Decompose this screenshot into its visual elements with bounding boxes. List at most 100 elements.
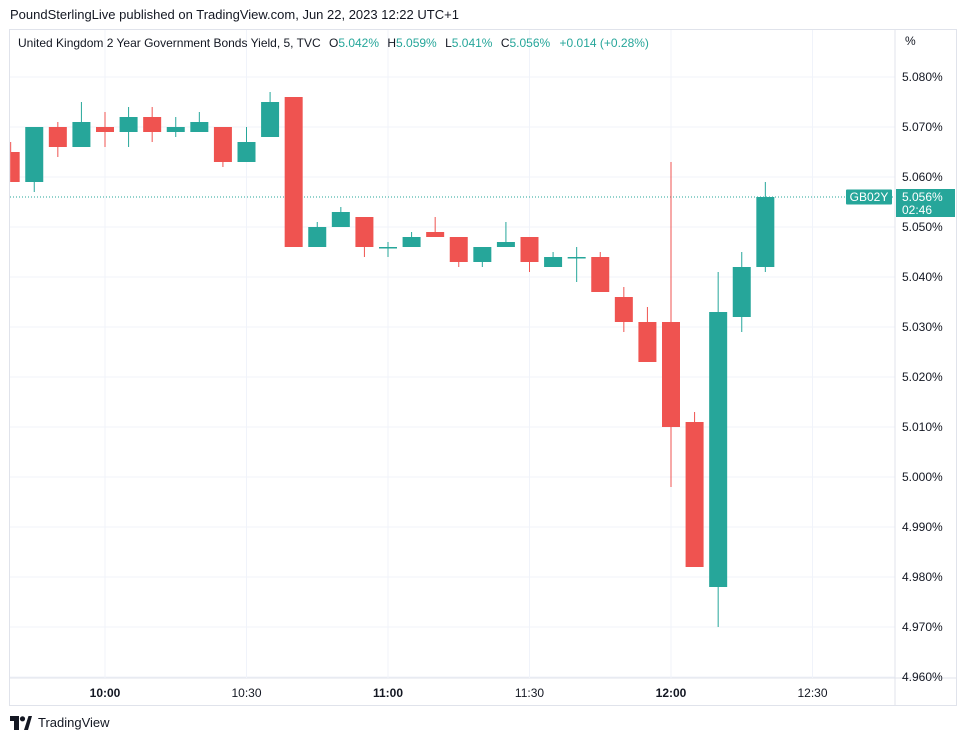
- candle: [591, 252, 610, 292]
- candle: [402, 232, 421, 247]
- candle-body: [237, 142, 256, 162]
- tradingview-brand[interactable]: TradingView: [10, 715, 110, 730]
- candle: [379, 242, 397, 257]
- candle: [25, 127, 44, 192]
- candle-body: [473, 247, 492, 262]
- time-axis: 10:00 10:30 11:00 11:30 12:00 12:30: [90, 686, 828, 700]
- candle: [48, 122, 67, 157]
- y-tick-label: 5.030%: [902, 320, 943, 334]
- candle: [662, 162, 680, 487]
- candle-body: [520, 237, 539, 262]
- candle: [166, 117, 185, 137]
- legend-symbol: United Kingdom 2 Year Government Bonds Y…: [18, 36, 321, 50]
- candle-body: [308, 227, 327, 247]
- candle-body: [756, 197, 775, 267]
- y-tick-label: 5.020%: [902, 370, 943, 384]
- candle-body: [591, 257, 610, 292]
- candle-body: [614, 297, 633, 322]
- x-tick-label: 12:30: [797, 686, 827, 700]
- candle-body: [11, 152, 20, 182]
- x-tick-label: 11:00: [373, 686, 403, 700]
- candle: [544, 252, 563, 267]
- candle-body: [119, 117, 138, 132]
- legend-high-label: H: [387, 36, 397, 50]
- candle: [72, 102, 91, 147]
- legend-close-value: 5.056%: [509, 36, 551, 50]
- publisher-caption: PoundSterlingLive published on TradingVi…: [10, 7, 459, 22]
- candle-body: [449, 237, 468, 262]
- price-axis: 5.080% 5.070% 5.060% 5.050% 5.040% 5.030% 5.02…: [902, 70, 943, 684]
- candle-body: [213, 127, 232, 162]
- candle-body: [72, 122, 91, 147]
- y-tick-label: 5.010%: [902, 420, 943, 434]
- candles: [10, 92, 775, 627]
- brand-name: TradingView: [38, 715, 110, 730]
- price-badge-countdown: 02:46: [902, 203, 932, 217]
- candle: [237, 127, 256, 162]
- candle: [10, 142, 20, 182]
- candle-body: [685, 422, 704, 567]
- legend-low-value: 5.041%: [451, 36, 493, 50]
- candle-body: [143, 117, 162, 132]
- ticker-badge-label: GB02Y: [850, 190, 889, 204]
- x-tick-label: 10:00: [90, 686, 121, 700]
- last-price-badge: GB02Y 5.056%02:46: [846, 189, 955, 217]
- legend-high-value: 5.059%: [396, 36, 437, 50]
- candle-body: [96, 127, 114, 132]
- candle: [709, 272, 728, 627]
- candle-body: [732, 267, 751, 317]
- candle-body: [284, 97, 303, 247]
- legend-open-value: 5.042%: [338, 36, 380, 50]
- y-tick-label: 5.000%: [902, 470, 943, 484]
- grid-lines: [10, 30, 957, 705]
- candle: [261, 92, 280, 137]
- candle: [614, 287, 633, 332]
- symbol-legend: United Kingdom 2 Year Government Bonds Y…: [18, 36, 649, 50]
- candle: [119, 107, 138, 147]
- candle: [190, 112, 209, 132]
- candle-body: [331, 212, 350, 227]
- x-tick-label: 12:00: [656, 686, 687, 700]
- unit-label: %: [905, 34, 916, 48]
- candle: [331, 207, 350, 227]
- chart-frame: [9, 29, 957, 706]
- candle-body: [402, 237, 421, 247]
- x-tick-label: 10:30: [231, 686, 261, 700]
- candle-body: [25, 127, 44, 182]
- candle-body: [190, 122, 209, 132]
- price-badge-value: 5.056%: [902, 190, 943, 204]
- legend-change: +0.014 (+0.28%): [559, 36, 649, 50]
- tradingview-logo-icon: [10, 715, 32, 730]
- candle-body: [567, 257, 586, 259]
- candle: [449, 237, 468, 267]
- candle-body: [496, 242, 515, 247]
- y-tick-label: 5.070%: [902, 120, 943, 134]
- candle-body: [709, 312, 728, 587]
- candle-body: [379, 247, 397, 249]
- candle: [213, 127, 232, 167]
- candle: [426, 217, 445, 237]
- candle: [496, 222, 515, 247]
- candle: [143, 107, 162, 142]
- candle: [355, 217, 374, 257]
- candle: [638, 307, 657, 362]
- candle: [473, 247, 492, 267]
- y-tick-label: 5.040%: [902, 270, 943, 284]
- y-tick-label: 5.080%: [902, 70, 943, 84]
- candle: [284, 97, 303, 247]
- candle-body: [638, 322, 657, 362]
- legend-low-label: L: [445, 36, 452, 50]
- y-tick-label: 5.050%: [902, 220, 943, 234]
- y-tick-label: 4.970%: [902, 620, 943, 634]
- candle-body: [662, 322, 680, 427]
- candle-body: [355, 217, 374, 247]
- ticker-badge-bg: [846, 189, 892, 205]
- candle-body: [261, 102, 280, 137]
- candle-body: [544, 257, 563, 267]
- candle: [520, 237, 539, 272]
- candle-body: [48, 127, 67, 147]
- y-tick-label: 4.960%: [902, 670, 943, 684]
- candle-body: [166, 127, 185, 132]
- y-tick-label: 5.060%: [902, 170, 943, 184]
